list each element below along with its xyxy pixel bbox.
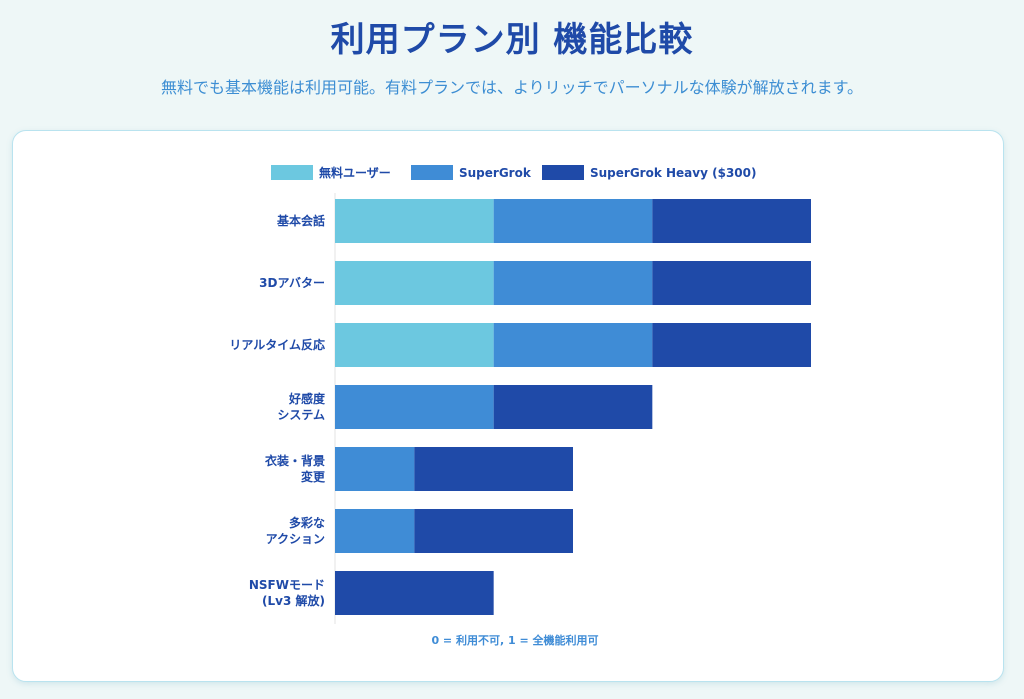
chart-bars xyxy=(335,199,811,615)
bar-0-2 xyxy=(652,199,811,243)
category-label-5: 多彩なアクション xyxy=(266,515,325,546)
category-label-6: NSFWモード(Lv3 解放) xyxy=(249,578,325,608)
bar-6-2 xyxy=(335,571,494,615)
page-title: 利用プラン別 機能比較 xyxy=(330,20,694,60)
legend-label-1: SuperGrok xyxy=(459,166,532,180)
bar-4-1 xyxy=(335,447,415,491)
bar-2-2 xyxy=(652,323,811,367)
chart-note: 0 = 利用不可, 1 = 全機能利用可 xyxy=(431,633,598,647)
bar-0-1 xyxy=(493,199,653,243)
category-label-3: 好感度システム xyxy=(277,391,326,422)
legend-swatch-2 xyxy=(542,165,584,180)
bar-4-2 xyxy=(414,447,573,491)
category-label-2: リアルタイム反応 xyxy=(229,337,325,352)
y-axis-labels: 基本会話 3Dアバターリアルタイム反応好感度システム衣装・背景変更多彩なアクション… xyxy=(229,213,326,608)
bar-1-0 xyxy=(335,261,494,305)
legend-swatch-0 xyxy=(271,165,313,180)
legend-label-2: SuperGrok Heavy ($300) xyxy=(590,166,756,180)
category-label-0: 基本会話 xyxy=(276,213,325,228)
category-label-1: 3Dアバター xyxy=(259,276,325,290)
chart-card: 無料ユーザー SuperGrok SuperGrok Heavy ($300) 基本… xyxy=(12,130,1004,682)
bar-1-2 xyxy=(652,261,811,305)
category-label-4: 衣装・背景変更 xyxy=(265,453,326,484)
chart-legend: 無料ユーザー SuperGrok SuperGrok Heavy ($300) xyxy=(271,165,756,180)
page-subtitle: 無料でも基本機能は利用可能。有料プランでは、よりリッチでパーソナルな体験が解放さ… xyxy=(160,78,864,97)
bar-5-1 xyxy=(335,509,415,553)
bar-3-1 xyxy=(335,385,494,429)
bar-2-0 xyxy=(335,323,494,367)
legend-label-0: 無料ユーザー xyxy=(319,165,391,180)
legend-swatch-1 xyxy=(411,165,453,180)
stacked-bar-chart: 無料ユーザー SuperGrok SuperGrok Heavy ($300) 基本… xyxy=(229,165,811,647)
bar-3-2 xyxy=(493,385,653,429)
bar-2-1 xyxy=(493,323,653,367)
bar-0-0 xyxy=(335,199,494,243)
bar-5-2 xyxy=(414,509,573,553)
bar-1-1 xyxy=(493,261,653,305)
